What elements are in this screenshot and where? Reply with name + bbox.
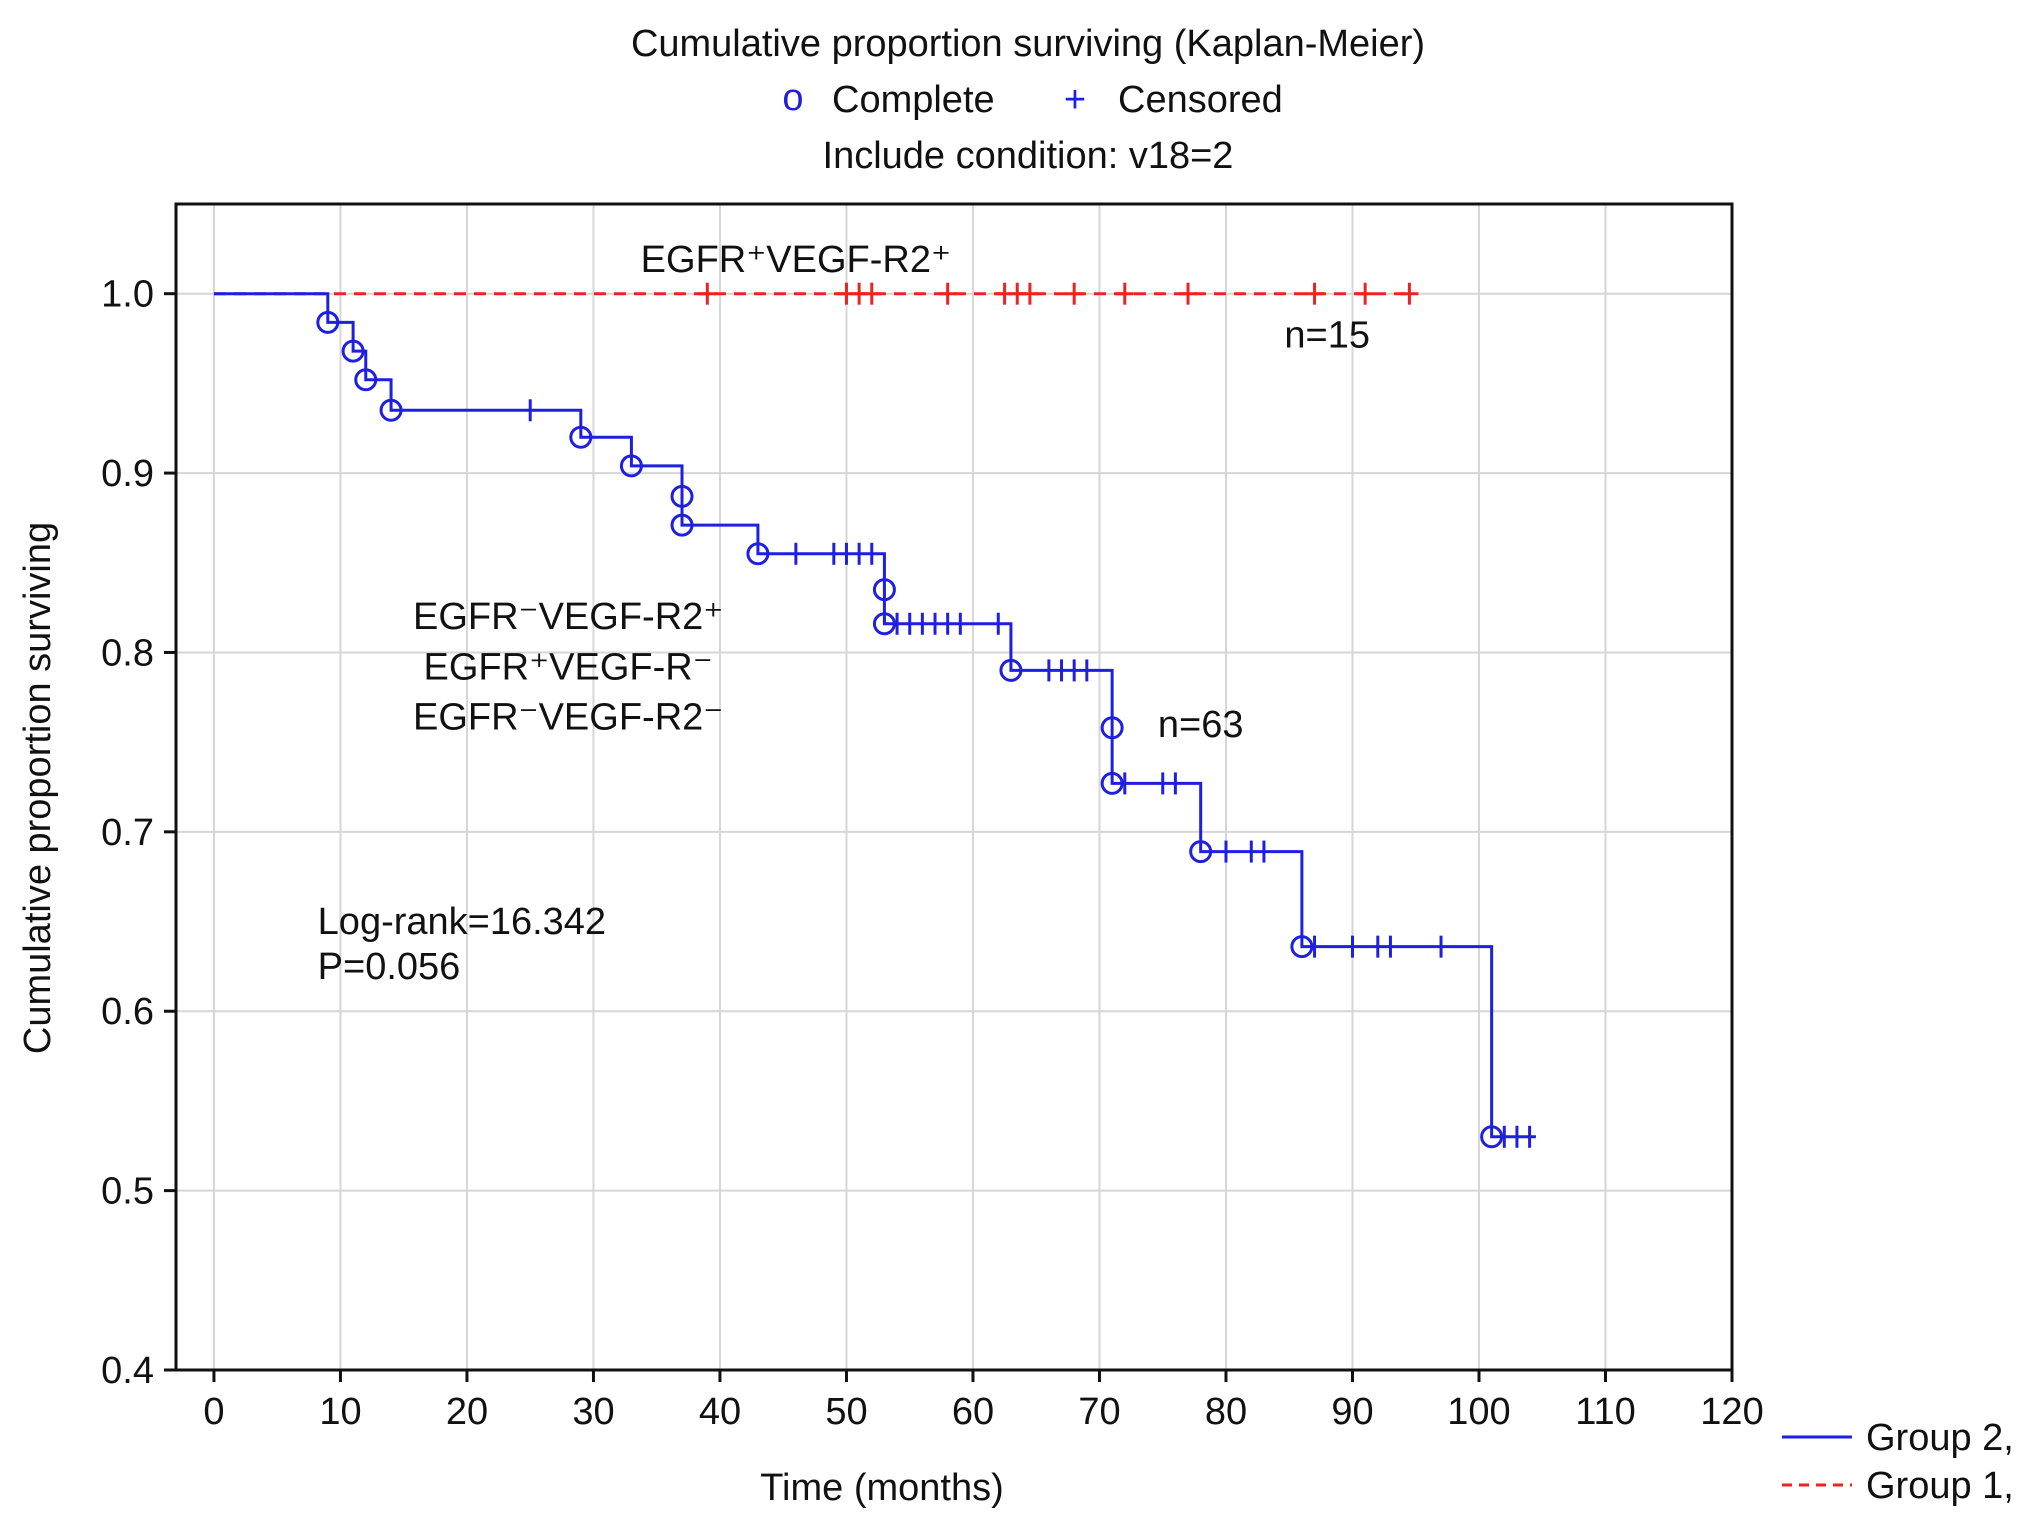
y-tick-label: 0.8 xyxy=(101,632,154,674)
annotation-text: EGFR⁻VEGF-R2⁺ xyxy=(413,596,723,638)
x-tick-label: 30 xyxy=(572,1391,614,1433)
x-tick-label: 0 xyxy=(203,1391,224,1433)
complete-marker xyxy=(341,339,365,363)
censored-marker xyxy=(1020,282,1039,305)
y-axis-label: Cumulative proportion surviving xyxy=(17,522,59,1054)
x-tick-label: 70 xyxy=(1078,1391,1120,1433)
x-tick-label: 50 xyxy=(825,1391,867,1433)
x-tick-label: 60 xyxy=(952,1391,994,1433)
censored-marker xyxy=(1115,282,1134,305)
x-axis-label: Time (months) xyxy=(760,1467,1004,1509)
y-tick-label: 0.5 xyxy=(101,1171,154,1213)
complete-marker xyxy=(569,425,593,449)
censored-marker xyxy=(1400,282,1419,305)
complete-marker xyxy=(746,542,770,566)
complete-marker xyxy=(1290,935,1314,959)
complete-marker xyxy=(316,310,340,334)
complete-marker xyxy=(999,658,1023,682)
x-tick-label: 40 xyxy=(699,1391,741,1433)
legend-group1-label: Group 1, xyxy=(1866,1465,2014,1507)
series-layer xyxy=(213,282,1536,1149)
complete-marker xyxy=(1100,716,1124,740)
chart-title: Cumulative proportion surviving (Kaplan-… xyxy=(631,23,1425,65)
complete-marker xyxy=(670,484,694,508)
annotation-text: P=0.056 xyxy=(318,946,461,988)
complete-marker xyxy=(1100,771,1124,795)
legend-censored-symbol: + xyxy=(1064,79,1086,121)
y-tick-label: 0.7 xyxy=(101,812,154,854)
legend-complete-label: Complete xyxy=(832,79,995,121)
annotation-text: n=15 xyxy=(1284,315,1370,357)
y-axis-ticks: 0.4 0.5 0.6 0.7 0.8 0.9 1.0 xyxy=(101,274,176,1392)
censored-marker xyxy=(1305,282,1324,305)
censored-marker xyxy=(1065,282,1084,305)
censored-marker xyxy=(1356,282,1375,305)
annotations: EGFR⁺VEGF-R2⁺ n=15 EGFR⁻VEGF-R2⁺ EGFR⁺VEGF-… xyxy=(318,239,1370,988)
x-tick-label: 20 xyxy=(446,1391,488,1433)
x-axis-ticks: 0 10 20 30 40 50 60 70 80 90 100 110 120 xyxy=(203,1370,1764,1433)
censored-marker xyxy=(938,282,957,305)
plot-frame xyxy=(174,202,1734,1372)
annotation-text: Log-rank=16.342 xyxy=(318,901,606,943)
censored-marker xyxy=(1179,282,1198,305)
series-group-2 xyxy=(213,292,1536,1149)
complete-marker xyxy=(354,368,378,392)
x-tick-label: 120 xyxy=(1700,1391,1763,1433)
complete-marker xyxy=(670,513,694,537)
x-tick-label: 80 xyxy=(1205,1391,1247,1433)
complete-marker xyxy=(872,612,896,636)
legend-group2-label: Group 2, xyxy=(1866,1417,2014,1459)
censored-marker xyxy=(862,282,881,305)
include-condition: Include condition: v18=2 xyxy=(823,135,1234,177)
y-tick-label: 0.9 xyxy=(101,453,154,495)
complete-marker xyxy=(379,398,403,422)
y-tick-label: 1.0 xyxy=(101,274,154,316)
series-group-1 xyxy=(213,282,1419,305)
y-tick-label: 0.4 xyxy=(101,1350,154,1392)
annotation-text: EGFR⁻VEGF-R2⁻ xyxy=(413,697,723,739)
censored-marker xyxy=(698,282,717,305)
complete-marker xyxy=(1480,1125,1504,1149)
x-tick-label: 90 xyxy=(1331,1391,1373,1433)
annotation-text: n=63 xyxy=(1158,704,1244,746)
annotation-text: EGFR⁺VEGF-R2⁺ xyxy=(641,239,951,281)
legend-censored-label: Censored xyxy=(1118,79,1283,121)
x-tick-label: 100 xyxy=(1447,1391,1510,1433)
complete-marker xyxy=(1189,840,1213,864)
x-tick-label: 110 xyxy=(1575,1391,1636,1433)
annotation-text: EGFR⁺VEGF-R⁻ xyxy=(424,646,713,688)
complete-marker xyxy=(619,454,643,478)
legend-complete-symbol: o xyxy=(782,77,803,119)
x-tick-label: 10 xyxy=(319,1391,361,1433)
complete-marker xyxy=(872,578,896,602)
y-tick-label: 0.6 xyxy=(101,991,154,1033)
